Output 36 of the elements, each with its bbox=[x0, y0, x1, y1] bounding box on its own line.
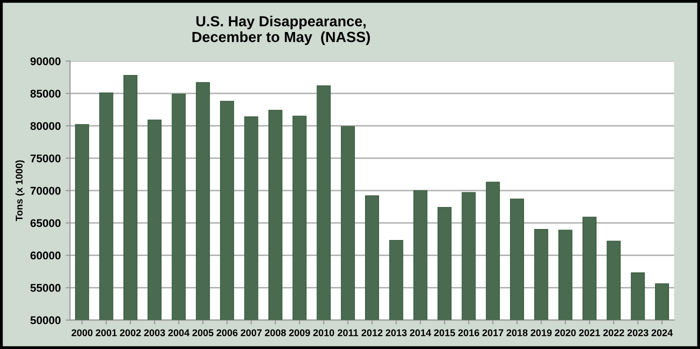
y-tick-label: 70000 bbox=[30, 186, 61, 195]
x-tick-label: 2005 bbox=[192, 329, 214, 336]
chart-title: U.S. Hay Disappearance, December to May (NASS) bbox=[192, 16, 370, 46]
x-tick-label: 2015 bbox=[434, 329, 456, 336]
x-tick-label: 2000 bbox=[72, 329, 92, 336]
y-tick-label: 50000 bbox=[30, 316, 61, 324]
y-tick-label: 60000 bbox=[30, 252, 61, 260]
x-tick-label: 2018 bbox=[506, 329, 528, 336]
y-tick-label: 65000 bbox=[30, 219, 61, 228]
x-tick-label: 2020 bbox=[554, 329, 576, 336]
x-tick-label: 2019 bbox=[530, 329, 552, 336]
x-tick-label: 2022 bbox=[603, 329, 624, 336]
x-tick-label: 2024 bbox=[652, 329, 673, 336]
x-tick-label: 2013 bbox=[386, 329, 407, 336]
x-tick-label: 2008 bbox=[264, 329, 286, 336]
x-tick-label: 2003 bbox=[144, 329, 166, 336]
x-tick-label: 2004 bbox=[168, 329, 190, 336]
x-tick-label: 2006 bbox=[216, 329, 238, 336]
x-tick-label: 2023 bbox=[627, 329, 648, 336]
y-tick-label: 90000 bbox=[30, 57, 61, 66]
x-tick-label: 2017 bbox=[482, 329, 504, 336]
x-tick-label: 2014 bbox=[410, 329, 432, 336]
x-tick-label: 2009 bbox=[289, 329, 310, 336]
y-tick-label: 55000 bbox=[30, 284, 61, 292]
x-tick-label: 2011 bbox=[338, 329, 358, 336]
x-tick-label: 2001 bbox=[96, 329, 117, 336]
x-tick-label: 2007 bbox=[240, 329, 262, 336]
x-tick-label: 2021 bbox=[579, 329, 600, 336]
y-tick-label: 85000 bbox=[30, 90, 61, 98]
x-tick-label: 2016 bbox=[458, 329, 480, 336]
y-tick-label: 80000 bbox=[30, 122, 61, 130]
y-axis-title: Tons (x 1000) bbox=[15, 160, 25, 222]
x-tick-label: 2010 bbox=[313, 329, 334, 336]
x-tick-label: 2002 bbox=[120, 329, 141, 336]
y-tick-label: 75000 bbox=[30, 154, 61, 162]
x-tick-label: 2012 bbox=[362, 329, 382, 336]
